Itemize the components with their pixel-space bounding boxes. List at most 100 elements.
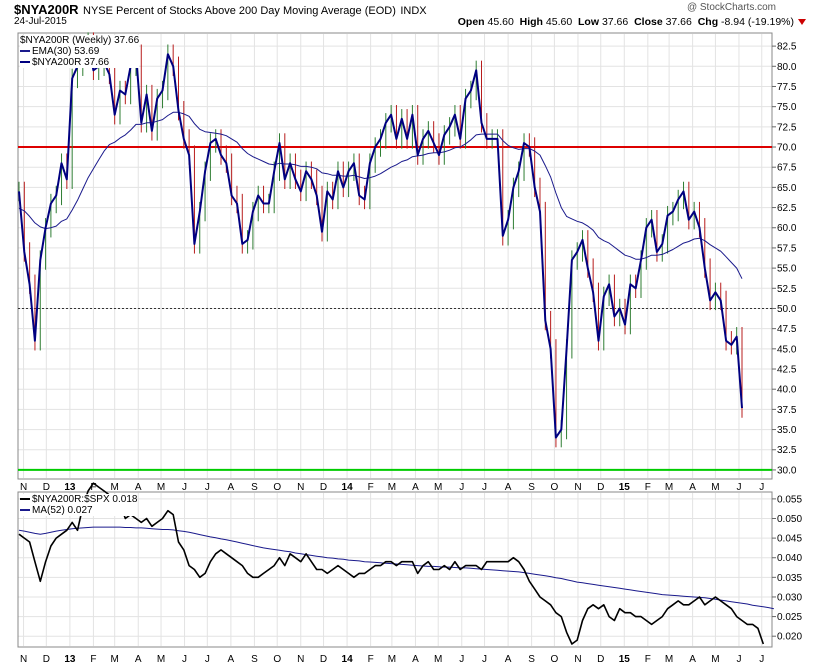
top-xtick-label: A (505, 482, 512, 493)
top-ytick-label: 32.5 (777, 445, 797, 456)
price-swatch-icon (20, 61, 30, 64)
top-xtick-label: S (528, 482, 535, 493)
top-ytick-label: 82.5 (777, 42, 797, 53)
top-ytick-label: 52.5 (777, 284, 797, 295)
top-ytick-label: 30.0 (777, 465, 797, 476)
top-xtick-label: A (228, 482, 235, 493)
bottom-xtick-label: A (689, 654, 696, 665)
bottom-xtick-label: N (574, 654, 581, 665)
high-label: High (519, 16, 543, 28)
top-ytick-label: 75.0 (777, 102, 797, 113)
bottom-xtick-label: S (251, 654, 258, 665)
top-xtick-label: D (43, 482, 50, 493)
top-xtick-label: J (205, 482, 210, 493)
ema30-line (18, 111, 743, 279)
reference-lines (18, 146, 772, 471)
legend-ma-label: MA(52) 0.027 (32, 505, 93, 516)
top-ytick-label: 55.0 (777, 264, 797, 275)
ratio-line (18, 482, 765, 645)
close-label: Close (634, 16, 663, 28)
top-ytick-label: 47.5 (777, 324, 797, 335)
bottom-xtick-label: M (665, 654, 673, 665)
top-panel-series (18, 41, 743, 439)
bottom-xtick-label: F (645, 654, 651, 665)
bottom-xtick-label: F (90, 654, 96, 665)
top-xtick-label: N (574, 482, 581, 493)
top-ytick-label: 70.0 (777, 143, 797, 154)
top-ytick-label: 40.0 (777, 385, 797, 396)
bottom-xtick-label: J (182, 654, 187, 665)
bottom-xtick-label: M (388, 654, 396, 665)
bottom-y-axis-ticks: 0.055 0.050 0.045 0.040 0.035 0.030 0.025 0.020 (772, 494, 802, 643)
top-xtick-label: F (368, 482, 374, 493)
exchange: INDX (400, 5, 427, 17)
ratio-swatch-icon (20, 498, 30, 501)
bottom-panel-frame (17, 491, 773, 648)
top-ytick-label: 50.0 (777, 304, 797, 315)
bottom-ytick-label: 0.050 (777, 514, 802, 525)
top-xtick-label: 15 (619, 482, 631, 493)
bottom-ytick-label: 0.025 (777, 612, 802, 623)
top-xtick-label: O (273, 482, 281, 493)
legend-last: $NYA200R 37.66 (20, 57, 139, 68)
top-ytick-label: 37.5 (777, 405, 797, 416)
open-value: 45.60 (487, 16, 514, 28)
high-value: 45.60 (545, 16, 573, 28)
bottom-xtick-label: O (551, 654, 559, 665)
top-xtick-label: O (551, 482, 559, 493)
top-ytick-label: 67.5 (777, 163, 797, 174)
description: NYSE Percent of Stocks Above 200 Day Mov… (83, 5, 396, 17)
bottom-panel-series (18, 482, 775, 645)
top-xtick-label: N (20, 482, 27, 493)
top-xtick-label: A (689, 482, 696, 493)
legend-ratio: $NYA200R:$SPX 0.018 (20, 494, 137, 505)
bottom-xtick-label: A (135, 654, 142, 665)
top-xtick-label: M (711, 482, 719, 493)
bottom-legend: $NYA200R:$SPX 0.018 MA(52) 0.027 (20, 494, 138, 516)
brand-watermark: @ StockCharts.com (686, 2, 776, 13)
legend-ema-label: EMA(30) 53.69 (32, 46, 100, 57)
low-label: Low (578, 16, 600, 28)
bottom-ytick-label: 0.045 (777, 534, 802, 545)
top-xtick-label: J (759, 482, 764, 493)
chg-value: -8.94 (-19.19%) (721, 16, 794, 28)
top-xtick-label: 14 (342, 482, 354, 493)
chart-title: $NYA200R NYSE Percent of Stocks Above 20… (14, 1, 427, 19)
bottom-xtick-label: J (736, 654, 741, 665)
top-xtick-label: D (597, 482, 604, 493)
top-y-axis-ticks: 82.5 80.0 77.5 75.0 72.5 70.0 67.5 65.0 62.5 60.0… (772, 42, 797, 476)
top-xtick-label: F (645, 482, 651, 493)
top-ytick-label: 45.0 (777, 344, 797, 355)
top-ytick-label: 57.5 (777, 243, 797, 254)
top-xtick-label: N (297, 482, 304, 493)
top-xtick-label: J (482, 482, 487, 493)
bottom-xtick-label: F (368, 654, 374, 665)
symbol: $NYA200R (14, 2, 79, 17)
bottom-xtick-label: J (205, 654, 210, 665)
bottom-ytick-label: 0.040 (777, 553, 802, 564)
bottom-xtick-label: A (412, 654, 419, 665)
open-label: Open (457, 16, 485, 28)
bottom-xtick-label: J (759, 654, 764, 665)
bottom-xtick-label: 13 (64, 654, 76, 665)
bottom-ytick-label: 0.035 (777, 573, 802, 584)
top-xtick-label: J (182, 482, 187, 493)
bottom-ytick-label: 0.030 (777, 592, 802, 603)
bottom-ytick-label: 0.020 (777, 632, 802, 643)
top-xtick-label: D (320, 482, 327, 493)
bottom-xtick-label: A (505, 654, 512, 665)
legend-ema: EMA(30) 53.69 (20, 46, 139, 57)
chg-label: Chg (697, 16, 719, 28)
weekly-range-bars (18, 32, 743, 448)
bottom-xtick-label: O (273, 654, 281, 665)
bottom-xtick-label: J (459, 654, 464, 665)
bottom-xtick-label: D (43, 654, 50, 665)
top-ytick-label: 77.5 (777, 82, 797, 93)
top-xtick-label: S (251, 482, 258, 493)
top-ytick-label: 35.0 (777, 425, 797, 436)
bottom-x-axis-ticks: N D 13 F M A M J J A S O N D 14 F M A M J J A S O N D 15 F M A M J J (20, 654, 764, 665)
top-xtick-label: M (157, 482, 165, 493)
legend-ma: MA(52) 0.027 (20, 505, 137, 516)
top-xtick-label: F (90, 482, 96, 493)
